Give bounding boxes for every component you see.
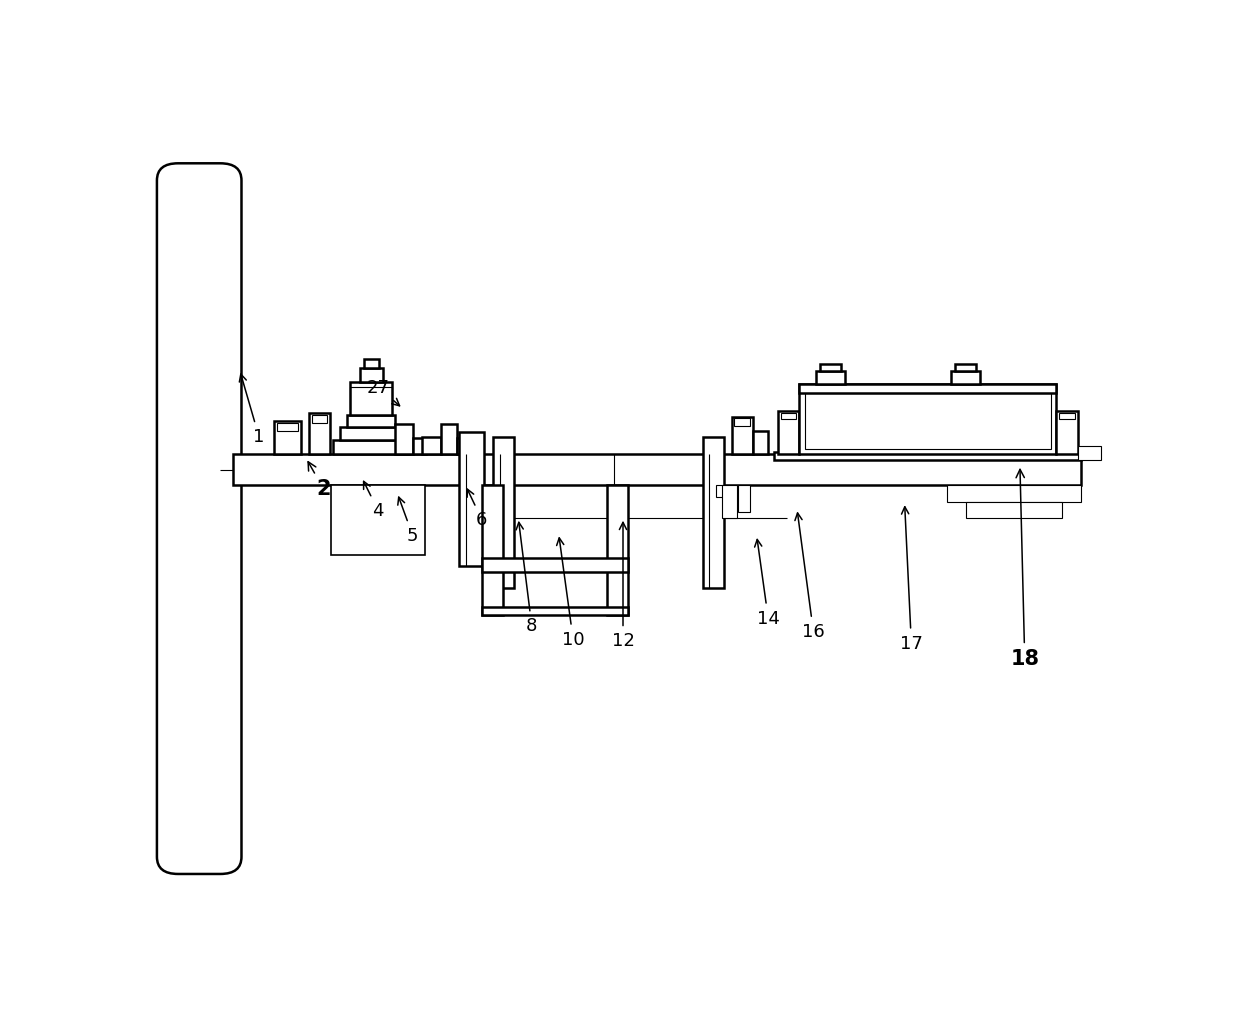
Bar [363,360,379,369]
Bar [951,372,980,384]
Bar [277,424,298,431]
Bar [360,369,383,383]
Bar [777,411,799,455]
Text: 6: 6 [467,489,487,529]
Bar [1078,447,1101,461]
Text: 18: 18 [1011,470,1039,668]
Bar [233,455,1081,485]
Bar [753,431,768,455]
Bar [816,372,844,384]
Bar [1059,413,1075,420]
Text: 16: 16 [795,514,825,640]
Text: 4: 4 [363,482,383,520]
FancyBboxPatch shape [157,164,242,875]
Bar [340,428,403,441]
Bar [274,422,301,455]
Bar [311,416,327,424]
Bar [481,559,627,573]
Bar [734,419,750,427]
Bar [781,413,796,420]
Bar [350,383,392,416]
Bar [955,364,976,372]
Bar [947,485,1081,502]
Bar [805,393,1050,450]
Bar [459,433,484,566]
Bar [481,485,503,616]
Bar [732,418,753,455]
Text: 10: 10 [557,538,584,648]
Bar [799,384,1056,393]
Bar [1056,411,1078,455]
Bar [347,416,396,428]
Text: 27: 27 [367,378,399,406]
Bar [441,425,456,455]
Bar [738,485,750,513]
Bar [722,485,738,519]
Text: 1: 1 [239,375,264,446]
Bar [396,425,413,455]
Bar [481,608,627,616]
Text: 17: 17 [900,508,923,652]
Bar [820,364,841,372]
Bar [966,502,1063,519]
Bar [717,485,742,497]
Bar [606,485,627,616]
Bar [456,439,470,455]
Bar [799,384,1056,455]
Bar [494,438,515,588]
Text: 2: 2 [308,462,330,498]
Bar [703,438,724,588]
Bar [331,485,425,556]
Text: 14: 14 [755,540,780,627]
Bar [309,415,330,455]
Text: 12: 12 [611,523,635,649]
Text: 8: 8 [516,523,537,635]
Bar [332,441,409,455]
Bar [413,439,427,455]
Bar [422,438,441,455]
Bar [774,453,1081,461]
Text: 5: 5 [398,497,418,545]
